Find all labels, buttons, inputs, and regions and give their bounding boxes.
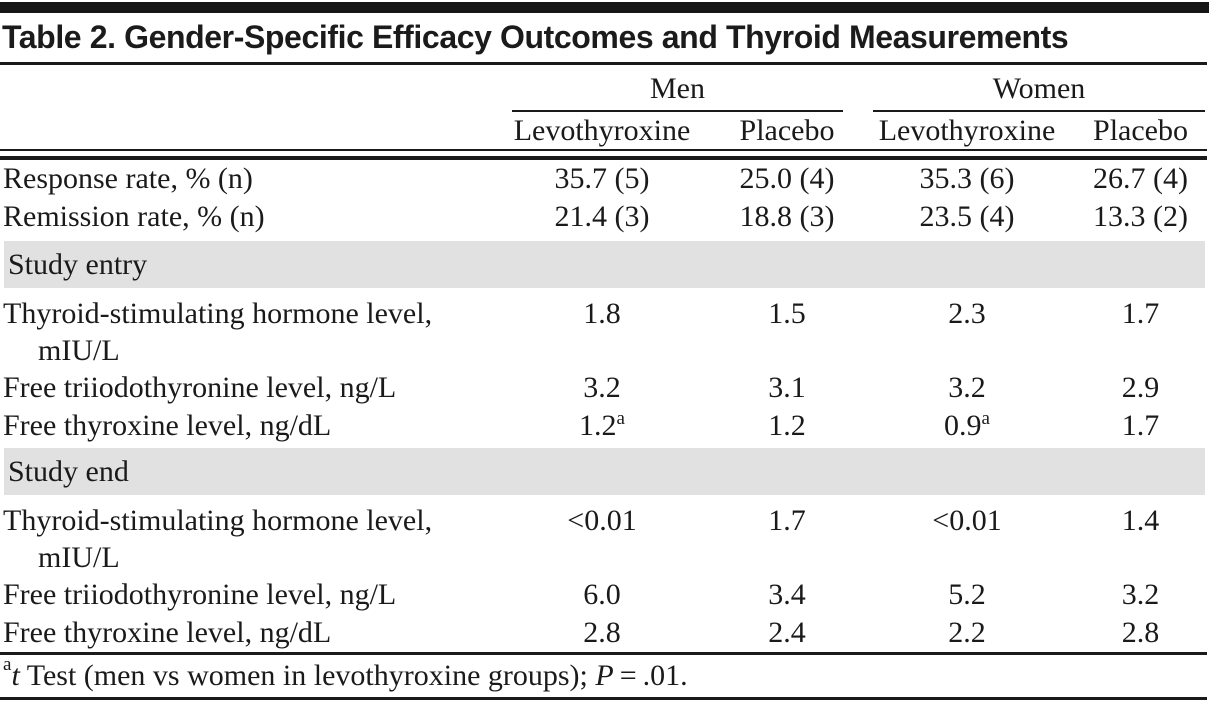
column-header-women-levothyroxine: Levothyroxine [878,114,1056,147]
cell-value: 3.2 [1121,578,1160,611]
table-row-tsh-entry: Thyroid-stimulating hormone level, mIU/L… [0,295,1209,369]
row-label-line2: mIU/L [38,541,120,574]
cell-value: 0.9a [862,407,1072,445]
table-title: Table 2. Gender-Specific Efficacy Outcom… [2,19,1069,55]
cell-value: 3.4 [768,578,806,611]
cell-value: 13.3 (2) [1093,200,1188,233]
footnote-marker: a [616,408,625,429]
group-header-women: Women [862,72,1209,112]
cell-value: 23.5 (4) [919,200,1015,233]
cell-value: 2.8 [583,616,621,649]
row-label: Thyroid-stimulating hormone level, mIU/L [0,502,492,576]
row-label: Remission rate, % (n) [3,200,265,233]
cell-value: 6.0 [583,578,621,611]
cell-value: 35.7 (5) [554,162,650,195]
header-double-rule [0,149,1207,160]
row-label: Free thyroxine level, ng/dL [3,616,332,649]
cell-value: 1.8 [583,297,621,330]
row-label: Free thyroxine level, ng/dL [3,409,332,442]
cell-value: 1.7 [1121,297,1160,330]
footnote-rule [0,652,1207,655]
cell-value: 1.2a [492,407,712,445]
group-label-women: Women [873,72,1205,112]
table-row-response-rate: Response rate, % (n) 35.7 (5) 25.0 (4) 3… [0,160,1209,198]
table-row-ft3-end: Free triiodothyronine level, ng/L 6.0 3.… [0,576,1209,614]
cell-value: 5.2 [948,578,986,611]
cell-value: 1.7 [1121,409,1160,442]
cell-value: <0.01 [567,504,637,537]
footnote-tail: = .01. [613,659,688,692]
cell-value: 21.4 (3) [554,200,650,233]
cell-value: 1.2 [768,409,806,442]
section-label: Study end [8,454,129,488]
row-label: Free triiodothyronine level, ng/L [3,371,397,404]
footnote-text: Test (men vs women in levothyroxine grou… [19,659,596,692]
column-header-men-levothyroxine: Levothyroxine [513,114,691,147]
table-row-ft4-end: Free thyroxine level, ng/dL 2.8 2.4 2.2 … [0,614,1209,652]
table-row-remission-rate: Remission rate, % (n) 21.4 (3) 18.8 (3) … [0,198,1209,238]
group-label-men: Men [512,72,843,112]
cell-value: 2.2 [948,616,986,649]
cell-value: 3.1 [768,371,806,404]
column-group-header-row: Men Women [0,65,1209,112]
table-row-ft3-entry: Free triiodothyronine level, ng/L 3.2 3.… [0,369,1209,407]
column-header-men-placebo: Placebo [739,114,835,147]
row-label-line1: Thyroid-stimulating hormone level, [3,297,433,330]
cell-value: 1.5 [768,297,806,330]
bottom-rule [0,697,1207,700]
title-rule [0,62,1207,65]
cell-value: 26.7 (4) [1093,162,1188,195]
cell-number: 1.2 [579,409,617,442]
group-header-men: Men [492,72,862,112]
cell-value: 18.8 (3) [739,200,835,233]
footnote-italic-t: t [11,659,20,692]
cell-value: 3.2 [583,371,621,404]
row-label: Free triiodothyronine level, ng/L [3,578,397,611]
row-label-line1: Thyroid-stimulating hormone level, [3,504,433,537]
cell-value: 1.7 [768,504,806,537]
cell-value: <0.01 [932,504,1002,537]
section-header-study-end: Study end [4,448,1205,495]
cell-value: 1.4 [1121,504,1160,537]
row-label: Thyroid-stimulating hormone level, mIU/L [0,295,492,369]
cell-value: 2.4 [768,616,806,649]
cell-value: 35.3 (6) [919,162,1015,195]
column-header-row: Levothyroxine Placebo Levothyroxine Plac… [0,112,1209,149]
row-label: Response rate, % (n) [3,162,253,195]
cell-value: 3.2 [948,371,986,404]
footnote-italic-p: P [595,659,614,692]
cell-value: 2.8 [1121,616,1160,649]
cell-value: 2.9 [1121,371,1160,404]
row-label-line2: mIU/L [38,334,120,367]
table-row-ft4-entry: Free thyroxine level, ng/dL 1.2a 1.2 0.9… [0,407,1209,445]
cell-value: 25.0 (4) [739,162,835,195]
column-header-women-placebo: Placebo [1093,114,1188,147]
table-content: Table 2. Gender-Specific Efficacy Outcom… [0,13,1209,700]
section-header-study-entry: Study entry [4,241,1205,288]
table-row-tsh-end: Thyroid-stimulating hormone level, mIU/L… [0,502,1209,576]
cell-value: 2.3 [948,297,986,330]
footnote-marker: a [981,408,990,429]
cell-number: 0.9 [944,409,982,442]
section-label: Study entry [8,247,148,281]
top-black-bar [0,2,1209,13]
